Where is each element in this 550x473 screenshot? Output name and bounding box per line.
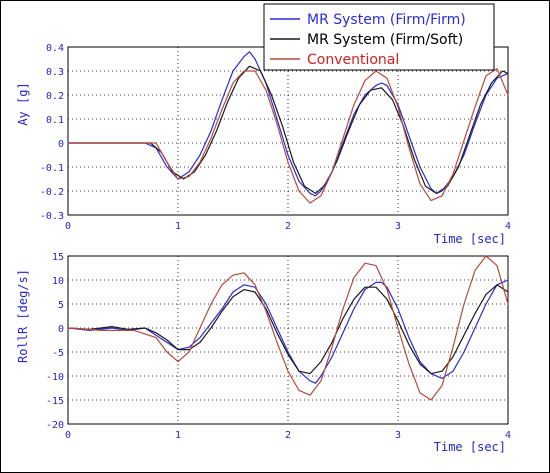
x-axis-label: Time [sec] xyxy=(434,440,506,454)
x-tick-labels: 0 1 2 3 4 xyxy=(65,430,511,441)
series-lines xyxy=(67,51,509,204)
y-tick-label: -0.1 xyxy=(40,163,64,174)
y-tick-label: 5 xyxy=(58,300,64,311)
y-tick-label: 0.2 xyxy=(46,91,64,102)
x-tick-label: 1 xyxy=(175,221,181,232)
lateral-acceleration-panel: 0.4 0.3 0.2 0.1 0 -0.1 -0.2 -0.3 0 1 2 3 4 Ay [g] T… xyxy=(16,43,511,246)
y-tick-label: 0.4 xyxy=(46,43,64,54)
y-tick-labels: 15 10 5 0 -5 -10 -15 -20 xyxy=(46,252,64,431)
y-tick-labels: 0.4 0.3 0.2 0.1 0 -0.1 -0.2 -0.3 xyxy=(40,43,64,222)
y-tick-label: -0.3 xyxy=(40,211,64,222)
x-tick-label: 3 xyxy=(395,430,401,441)
y-axis-label: Ay [g] xyxy=(16,82,30,125)
series-line xyxy=(67,67,509,204)
series-line xyxy=(67,255,509,401)
y-tick-label: -5 xyxy=(52,348,64,359)
x-tick-label: 0 xyxy=(65,221,71,232)
y-tick-label: -20 xyxy=(46,420,64,431)
y-axis-label: RollR [deg/s] xyxy=(16,269,30,363)
roll-rate-panel: 15 10 5 0 -5 -10 -15 -20 0 1 2 3 4 RollR [deg/s] Ti… xyxy=(16,252,511,454)
y-tick-label: -0.2 xyxy=(40,187,64,198)
x-tick-label: 0 xyxy=(65,430,71,441)
x-tick-labels: 0 1 2 3 4 xyxy=(65,221,511,232)
x-tick-label: 2 xyxy=(285,430,291,441)
series-lines xyxy=(67,255,509,401)
x-tick-label: 4 xyxy=(505,430,511,441)
x-tick-label: 2 xyxy=(285,221,291,232)
legend-entry-label: Conventional xyxy=(307,52,399,68)
y-tick-label: -10 xyxy=(46,372,64,383)
legend-entry-label: MR System (Firm/Soft) xyxy=(307,32,463,48)
x-tick-label: 4 xyxy=(505,221,511,232)
y-tick-label: 0.3 xyxy=(46,67,64,78)
x-tick-label: 3 xyxy=(395,221,401,232)
legend-entry-label: MR System (Firm/Firm) xyxy=(307,12,466,28)
y-tick-label: 10 xyxy=(52,276,64,287)
series-line xyxy=(67,51,509,197)
y-tick-label: 0.1 xyxy=(46,115,64,126)
y-tick-label: 0 xyxy=(58,324,64,335)
legend-box xyxy=(263,3,495,71)
y-tick-label: 0 xyxy=(58,139,64,150)
series-line xyxy=(67,284,509,375)
x-axis-label: Time [sec] xyxy=(434,232,506,246)
x-tick-label: 1 xyxy=(175,430,181,441)
y-tick-label: 15 xyxy=(52,252,64,263)
series-line xyxy=(67,279,509,384)
y-tick-label: -15 xyxy=(46,396,64,407)
legend: MR System (Firm/Firm) MR System (Firm/So… xyxy=(263,3,495,71)
